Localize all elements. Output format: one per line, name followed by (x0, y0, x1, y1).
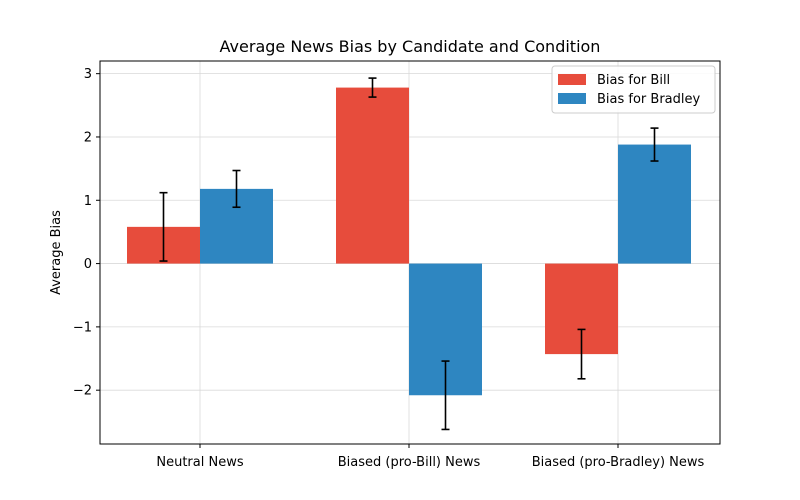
error-bars (159, 77, 659, 431)
legend-label: Bias for Bradley (597, 92, 701, 107)
y-tick-label: −2 (73, 384, 92, 399)
y-axis-ticks: −2 −1 0 1 2 3 (73, 67, 100, 399)
chart-title: Average News Bias by Candidate and Condi… (220, 37, 601, 56)
bar (618, 144, 691, 264)
y-tick-label: 2 (84, 130, 92, 145)
y-tick-label: 1 (84, 194, 92, 209)
legend-box (551, 65, 716, 114)
legend: Bias for Bill Bias for Bradley (551, 65, 716, 114)
y-axis-label: Average Bias (49, 210, 64, 295)
legend-label: Bias for Bill (597, 73, 670, 88)
y-tick-label: 3 (84, 67, 92, 82)
x-tick-label: Biased (pro-Bill) News (338, 455, 481, 470)
bars (127, 87, 691, 396)
legend-swatch (558, 93, 586, 104)
x-tick-label: Neutral News (156, 455, 243, 470)
bar (336, 87, 409, 264)
plot-frame (99, 60, 721, 445)
y-tick-label: −1 (73, 320, 92, 335)
x-tick-label: Biased (pro-Bradley) News (532, 455, 705, 470)
legend-swatch (558, 74, 586, 85)
x-axis-ticks: Neutral News Biased (pro-Bill) News Biased… (156, 444, 705, 470)
y-tick-label: 0 (84, 257, 92, 272)
